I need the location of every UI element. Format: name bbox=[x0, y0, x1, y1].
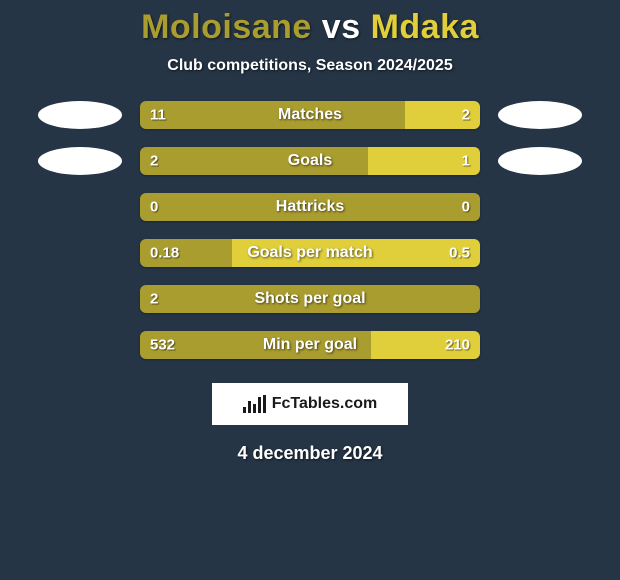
player1-badge bbox=[38, 147, 122, 175]
stat-right-value: 1 bbox=[462, 153, 470, 170]
stat-bar: 532210Min per goal bbox=[140, 331, 480, 359]
date-label: 4 december 2024 bbox=[237, 443, 382, 464]
stat-bar-right: 210 bbox=[371, 331, 480, 359]
player2-badge bbox=[498, 101, 582, 129]
stat-bar-left: 0 bbox=[140, 193, 480, 221]
stat-bar-right: 2 bbox=[405, 101, 480, 129]
stat-right-value: 0.5 bbox=[449, 245, 470, 262]
subtitle: Club competitions, Season 2024/2025 bbox=[167, 57, 452, 75]
player2-badge bbox=[498, 147, 582, 175]
stat-row: 2Shots per goal bbox=[0, 285, 620, 313]
stat-rows: 112Matches21Goals00Hattricks0.180.5Goals… bbox=[0, 101, 620, 359]
comparison-infographic: Moloisane vs Mdaka Club competitions, Se… bbox=[0, 0, 620, 580]
stat-left-value: 0.18 bbox=[150, 245, 179, 262]
page-title: Moloisane vs Mdaka bbox=[141, 8, 479, 47]
title-player1: Moloisane bbox=[141, 8, 312, 46]
fctables-logo: FcTables.com bbox=[212, 383, 408, 425]
stat-left-value: 2 bbox=[150, 153, 158, 170]
stat-left-value: 2 bbox=[150, 291, 158, 308]
stat-bar: 2Shots per goal bbox=[140, 285, 480, 313]
stat-row: 00Hattricks bbox=[0, 193, 620, 221]
stat-bar-right: 0.5 bbox=[232, 239, 480, 267]
stat-left-value: 532 bbox=[150, 337, 175, 354]
stat-bar-left: 532 bbox=[140, 331, 371, 359]
player1-badge bbox=[38, 101, 122, 129]
stat-left-value: 0 bbox=[150, 199, 158, 216]
stat-left-value: 11 bbox=[150, 107, 166, 124]
stat-bar-left: 0.18 bbox=[140, 239, 232, 267]
title-player2: Mdaka bbox=[371, 8, 479, 46]
title-vs: vs bbox=[322, 8, 361, 46]
stat-right-value: 210 bbox=[445, 337, 470, 354]
logo-bars-icon bbox=[243, 395, 266, 413]
stat-right-value: 0 bbox=[462, 199, 470, 216]
stat-bar: 00Hattricks bbox=[140, 193, 480, 221]
stat-row: 21Goals bbox=[0, 147, 620, 175]
stat-row: 112Matches bbox=[0, 101, 620, 129]
stat-bar-left: 2 bbox=[140, 147, 368, 175]
stat-bar-right: 1 bbox=[368, 147, 480, 175]
stat-row: 532210Min per goal bbox=[0, 331, 620, 359]
stat-bar: 0.180.5Goals per match bbox=[140, 239, 480, 267]
stat-bar-left: 2 bbox=[140, 285, 480, 313]
stat-bar: 21Goals bbox=[140, 147, 480, 175]
stat-bar-left: 11 bbox=[140, 101, 405, 129]
logo-text: FcTables.com bbox=[272, 395, 378, 413]
stat-right-value: 2 bbox=[462, 107, 470, 124]
stat-row: 0.180.5Goals per match bbox=[0, 239, 620, 267]
stat-bar: 112Matches bbox=[140, 101, 480, 129]
